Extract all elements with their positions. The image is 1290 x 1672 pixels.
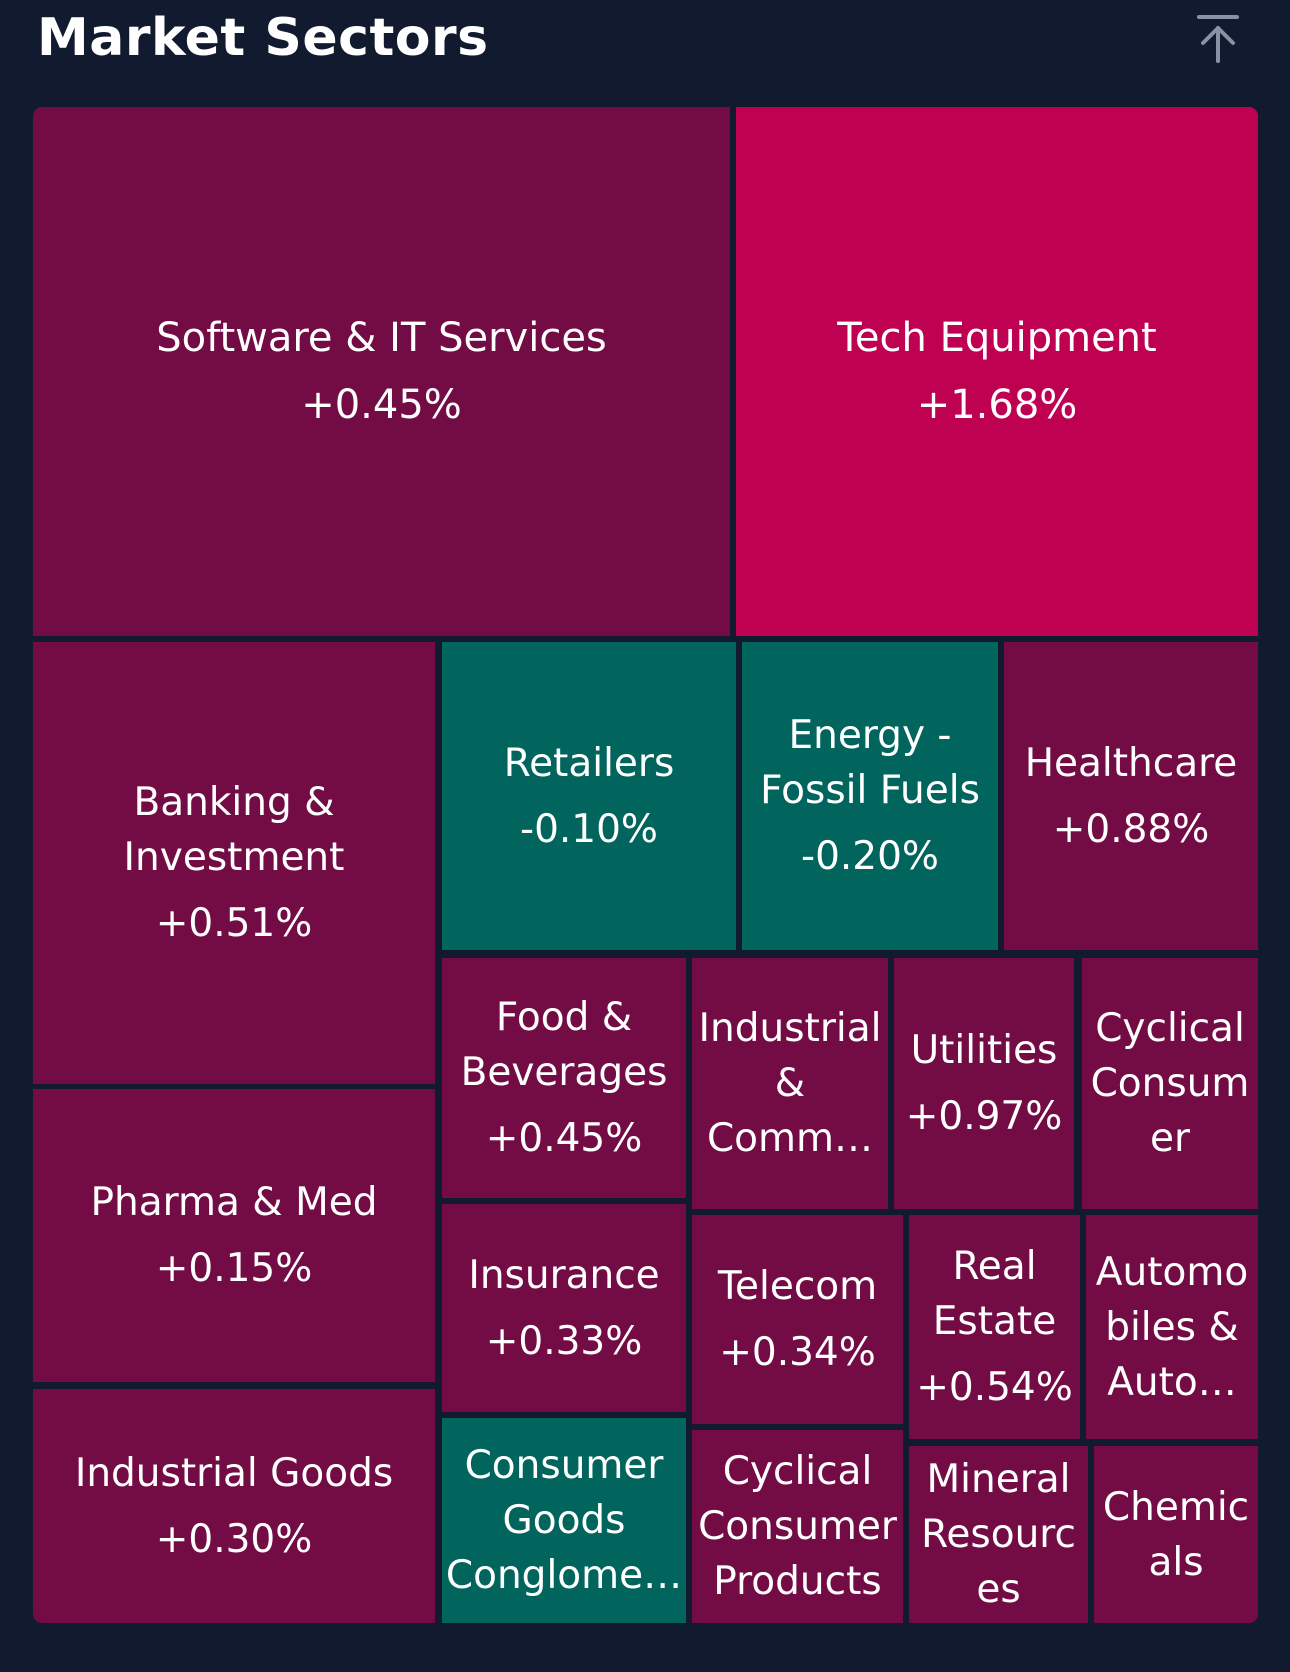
treemap-tile[interactable]: Telecom +0.34% (692, 1215, 903, 1424)
sector-label: Tech Equipment (837, 314, 1157, 361)
treemap-tile[interactable]: Consumer Goods Conglome… (442, 1418, 686, 1623)
treemap-tile[interactable]: Industrial & Comm… (692, 958, 888, 1209)
treemap-tile[interactable]: Tech Equipment +1.68% (736, 107, 1258, 636)
treemap-tile[interactable]: Utilities +0.97% (894, 958, 1074, 1209)
treemap-tile[interactable]: Cyclical Consum er (1082, 958, 1258, 1209)
sector-change: +0.54% (916, 1365, 1073, 1410)
sector-change: +1.68% (916, 381, 1078, 428)
sector-label: Utilities (910, 1028, 1058, 1073)
treemap-tile[interactable]: Real Estate +0.54% (909, 1215, 1080, 1439)
sector-label: Automo biles & Auto… (1095, 1249, 1249, 1405)
arrow-up-to-top-icon[interactable] (1196, 14, 1240, 64)
sector-label: Energy - Fossil Fuels (760, 713, 980, 813)
sector-change: -0.10% (520, 806, 658, 852)
treemap-tile[interactable]: Pharma & Med +0.15% (33, 1089, 435, 1382)
treemap-tile[interactable]: Chemic als (1094, 1446, 1258, 1623)
sector-label: Banking & Investment (123, 780, 345, 880)
sector-label: Real Estate (932, 1244, 1057, 1344)
treemap-tile[interactable]: Retailers -0.10% (442, 642, 736, 950)
sector-change: +0.33% (485, 1318, 643, 1364)
sector-label: Retailers (503, 740, 675, 786)
sector-change: +0.45% (485, 1116, 643, 1161)
sector-label: Consumer Goods Conglome… (445, 1443, 683, 1598)
sector-change: +0.15% (155, 1246, 313, 1291)
sector-label: Mineral Resourc es (921, 1457, 1076, 1612)
treemap-tile[interactable]: Software & IT Services +0.45% (33, 107, 730, 636)
treemap-tile[interactable]: Banking & Investment +0.51% (33, 642, 435, 1084)
sector-change: +0.97% (905, 1094, 1063, 1139)
sector-change: -0.20% (801, 834, 939, 879)
sector-label: Industrial & Comm… (698, 1006, 882, 1161)
treemap-tile[interactable]: Energy - Fossil Fuels -0.20% (742, 642, 998, 950)
sector-label: Telecom (717, 1264, 878, 1309)
sector-label: Cyclical Consumer Products (698, 1449, 897, 1604)
sector-change: +0.51% (155, 901, 313, 946)
sector-change: +0.30% (155, 1516, 313, 1562)
treemap-tile[interactable]: Automo biles & Auto… (1086, 1215, 1258, 1439)
treemap-tile[interactable]: Insurance +0.33% (442, 1204, 686, 1412)
sector-label: Food & Beverages (460, 995, 668, 1095)
sector-label: Chemic als (1102, 1484, 1250, 1585)
sector-change: +0.45% (301, 381, 462, 428)
sector-label: Pharma & Med (90, 1180, 378, 1225)
treemap-tile[interactable]: Healthcare +0.88% (1004, 642, 1258, 950)
sector-change: +0.88% (1052, 806, 1210, 852)
page-title: Market Sectors (37, 8, 489, 68)
treemap-tile[interactable]: Industrial Goods +0.30% (33, 1389, 435, 1623)
treemap-tile[interactable]: Food & Beverages +0.45% (442, 958, 686, 1198)
sector-label: Software & IT Services (156, 314, 607, 361)
sector-label: Insurance (468, 1252, 660, 1298)
sector-label: Industrial Goods (74, 1450, 394, 1496)
sector-label: Healthcare (1024, 740, 1238, 786)
treemap-tile[interactable]: Cyclical Consumer Products (692, 1430, 903, 1623)
sector-label: Cyclical Consum er (1090, 1006, 1250, 1161)
treemap-tile[interactable]: Mineral Resourc es (909, 1446, 1088, 1623)
sector-change: +0.34% (719, 1330, 876, 1375)
